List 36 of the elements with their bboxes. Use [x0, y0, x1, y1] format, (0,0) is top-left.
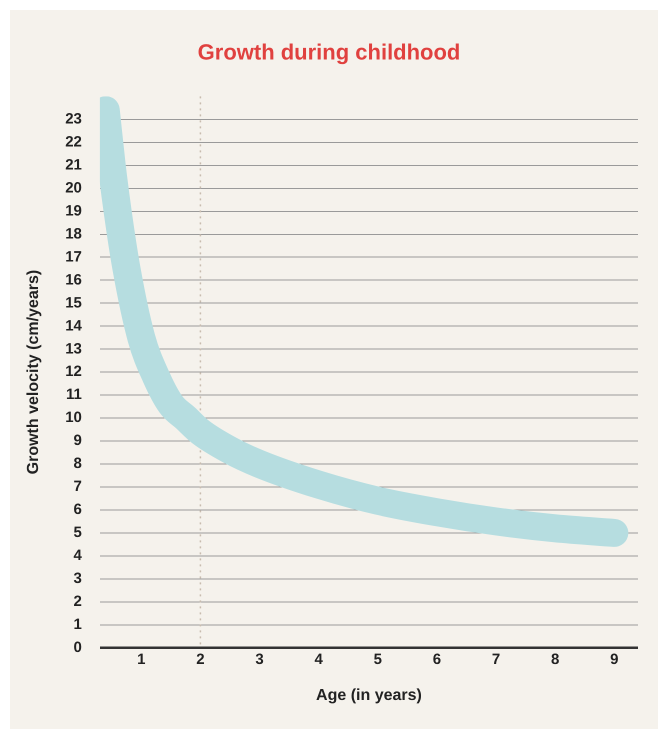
- chart-title: Growth during childhood: [198, 39, 460, 64]
- y-tick-label: 23: [65, 110, 82, 128]
- x-tick-label: 9: [610, 650, 619, 668]
- y-tick-label: 15: [65, 294, 82, 312]
- y-tick-label: 16: [65, 271, 82, 288]
- y-tick-label: 2: [74, 592, 82, 610]
- x-tick-label: 1: [137, 650, 146, 668]
- y-tick-label: 3: [74, 570, 82, 588]
- x-tick-label: 5: [374, 650, 382, 668]
- x-axis-title: Age (in years): [316, 686, 422, 704]
- y-tick-label: 18: [65, 225, 82, 242]
- y-tick-label: 0: [74, 638, 82, 656]
- y-tick-label: 9: [74, 432, 82, 450]
- y-tick-label: 6: [74, 501, 82, 518]
- y-tick-label: 20: [65, 179, 82, 196]
- x-tick-label: 2: [196, 650, 205, 668]
- y-axis-title: Growth velocity (cm/years): [25, 270, 42, 474]
- y-tick-label: 1: [74, 616, 82, 633]
- y-tick-label: 13: [65, 340, 82, 358]
- y-tick-label: 5: [74, 524, 82, 542]
- y-tick-label: 4: [74, 547, 83, 564]
- y-tick-label: 19: [65, 202, 82, 220]
- y-tick-label: 7: [74, 478, 82, 496]
- y-tick-label: 21: [65, 156, 82, 174]
- x-tick-label: 6: [432, 650, 442, 668]
- y-tick-label: 12: [65, 363, 82, 380]
- y-tick-label: 11: [66, 386, 82, 404]
- x-tick-label: 3: [255, 650, 264, 668]
- y-tick-label: 10: [65, 409, 82, 426]
- x-tick-label: 8: [551, 650, 560, 668]
- x-tick-label: 7: [492, 650, 500, 668]
- x-tick-label: 4: [314, 650, 324, 668]
- y-tick-label: 8: [74, 455, 82, 472]
- y-tick-label: 17: [65, 248, 82, 266]
- y-tick-label: 22: [65, 133, 82, 150]
- y-tick-label: 14: [65, 317, 83, 334]
